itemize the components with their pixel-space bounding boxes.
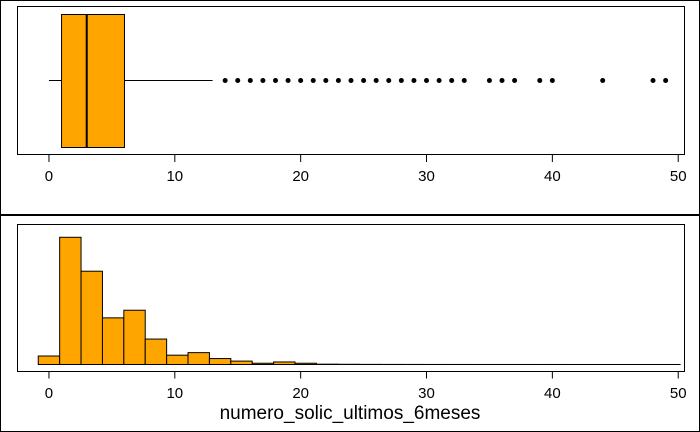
boxplot-outlier-point [260,78,266,83]
boxplot-outlier-point [663,78,669,83]
boxplot-outlier-point [449,78,455,83]
boxplot-outlier-point [247,78,253,83]
histogram-bar [123,309,146,366]
boxplot-outlier-point [323,78,329,83]
histogram-x-tick-label: 40 [544,385,561,402]
boxplot-outlier-point [424,78,430,83]
boxplot-outlier-point [512,78,518,83]
boxplot-outlier-point [461,78,467,83]
boxplot-outlier-point [499,78,505,83]
boxplot-x-tick-label: 50 [670,168,687,185]
boxplot-outlier-point [298,78,304,83]
histogram-bar [273,361,296,365]
boxplot-outlier-point [361,78,367,83]
boxplot-outlier-point [348,78,354,83]
histogram-x-tick-label: 30 [418,385,435,402]
histogram-bar [294,362,317,365]
boxplot-outlier-point [310,78,316,83]
histogram-bar [208,358,232,366]
boxplot-outlier-point [600,78,606,83]
histogram-bar [101,317,125,365]
boxplot-panel: 0 10 20 30 40 50 [17,6,687,185]
histogram-panel: 0 10 20 30 40 50 numero_solic_ultimos_6meses [17,224,687,424]
boxplot-outlier-point [549,78,555,83]
boxplot-outlier-point [235,78,241,83]
boxplot-outlier-point [272,78,278,83]
histogram-x-tick-label: 50 [670,385,687,402]
boxplot-outlier-point [486,78,492,83]
boxplot-x-tick-label: 20 [292,168,309,185]
histogram-x-tick-label: 10 [166,385,183,402]
boxplot-outlier-point [436,78,442,83]
histogram-marks [37,236,681,366]
histogram-bar [144,338,168,366]
histogram-bar [230,360,253,366]
histogram-bar [166,354,189,366]
boxplot-outlier-point [650,78,656,83]
boxplot-outlier-point [373,78,379,83]
boxplot-x-axis: 0 10 20 30 40 50 [45,154,687,185]
histogram-x-tick-label: 20 [292,385,309,402]
boxplot-x-tick-label: 10 [166,168,183,185]
histogram-x-tick-label: 0 [45,385,53,402]
histogram-bar [37,355,61,365]
histogram-x-axis: 0 10 20 30 40 50 [45,371,687,402]
histogram-bar [59,236,82,365]
boxplot-outlier-point [537,78,543,83]
histogram-bar [187,352,210,366]
boxplot-outlier-point [398,78,404,83]
boxplot-marks [48,14,669,148]
histogram-x-axis-label: numero_solic_ultimos_6meses [220,403,481,424]
histogram-bar [80,270,103,365]
boxplot-outlier-point [285,78,291,83]
boxplot-x-tick-label: 40 [544,168,561,185]
histogram-bar [251,362,275,365]
boxplot-box [61,14,125,148]
boxplot-outlier-point [222,78,228,83]
boxplot-outlier-point [411,78,417,83]
boxplot-x-tick-label: 0 [45,168,53,185]
boxplot-outlier-point [386,78,392,83]
boxplot-x-tick-label: 30 [418,168,435,185]
boxplot-outlier-point [335,78,341,83]
